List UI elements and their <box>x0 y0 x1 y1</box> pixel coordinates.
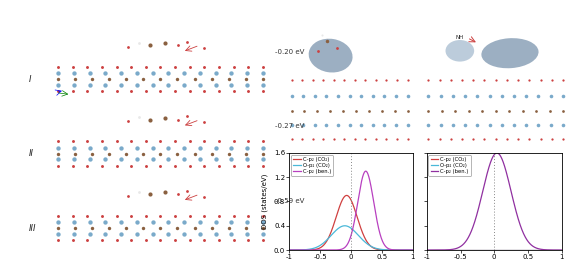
Text: III: III <box>29 224 36 232</box>
C-p₂ (CO₂) <box>501 248 508 252</box>
C-p₂ (CO₂) <box>358 227 364 230</box>
O-p₂ (CO₂) <box>558 248 565 252</box>
C-p₂ (CO₂) <box>525 248 532 252</box>
Text: II: II <box>29 149 34 158</box>
O-p₂ (CO₂) <box>509 248 516 252</box>
Y-axis label: DOS (states/eV): DOS (states/eV) <box>262 174 268 229</box>
O-p₂ (CO₂) <box>501 248 508 252</box>
C-p₂ (ben.) <box>364 173 371 176</box>
Legend: C-p₂ (CO₂), O-p₂ (CO₂), C-p₂ (ben.): C-p₂ (CO₂), O-p₂ (CO₂), C-p₂ (ben.) <box>291 155 333 176</box>
Line: C-p₂ (ben.): C-p₂ (ben.) <box>427 153 562 250</box>
C-p₂ (ben.) <box>358 183 364 186</box>
Legend: C-p₂ (CO₂), O-p₂ (CO₂), C-p₂ (ben.): C-p₂ (CO₂), O-p₂ (CO₂), C-p₂ (ben.) <box>429 155 470 176</box>
O-p₂ (CO₂) <box>364 243 371 246</box>
Ellipse shape <box>481 38 539 68</box>
Line: C-p₂ (CO₂): C-p₂ (CO₂) <box>289 196 413 250</box>
Text: 개질된 맥신의 기체 분자 흡착력 계산: 개질된 맥신의 기체 분자 흡착력 계산 <box>96 10 179 19</box>
O-p₂ (CO₂) <box>342 224 348 227</box>
C-p₂ (ben.) <box>362 169 369 173</box>
C-p₂ (CO₂) <box>509 248 516 252</box>
C-p₂ (ben.) <box>526 241 533 244</box>
O-p₂ (CO₂) <box>286 248 293 252</box>
C-p₂ (CO₂) <box>392 248 399 252</box>
O-p₂ (CO₂) <box>361 240 368 243</box>
C-p₂ (ben.) <box>286 248 293 252</box>
C-p₂ (ben.) <box>505 180 512 184</box>
Ellipse shape <box>445 40 474 61</box>
Text: NH: NH <box>456 35 464 40</box>
Text: 기체 분자 흡착 이후, DOS 분석을 통한 전자 전달 영향 분석: 기체 분자 흡착 이후, DOS 분석을 통한 전자 전달 영향 분석 <box>355 10 499 19</box>
C-p₂ (CO₂) <box>343 194 350 197</box>
O-p₂ (CO₂) <box>409 248 416 252</box>
O-p₂ (CO₂) <box>539 248 546 252</box>
Ellipse shape <box>309 39 352 73</box>
C-p₂ (ben.) <box>293 248 300 252</box>
C-p₂ (ben.) <box>540 248 547 251</box>
C-p₂ (ben.) <box>392 248 399 252</box>
C-p₂ (ben.) <box>379 241 386 244</box>
C-p₂ (CO₂) <box>364 242 371 245</box>
C-p₂ (CO₂) <box>431 248 438 252</box>
C-p₂ (ben.) <box>509 197 516 200</box>
C-p₂ (ben.) <box>409 248 416 252</box>
Line: C-p₂ (ben.): C-p₂ (ben.) <box>289 171 413 250</box>
O-p₂ (CO₂) <box>379 248 386 251</box>
Text: -0.59 eV: -0.59 eV <box>275 198 304 204</box>
C-p₂ (CO₂) <box>409 248 416 252</box>
C-p₂ (CO₂) <box>505 248 512 252</box>
Line: O-p₂ (CO₂): O-p₂ (CO₂) <box>289 226 413 250</box>
O-p₂ (CO₂) <box>525 248 532 252</box>
C-p₂ (ben.) <box>361 171 368 174</box>
C-p₂ (ben.) <box>558 248 565 252</box>
C-p₂ (ben.) <box>502 167 509 170</box>
O-p₂ (CO₂) <box>293 248 300 252</box>
C-p₂ (ben.) <box>493 151 500 155</box>
C-p₂ (CO₂) <box>379 248 386 251</box>
Text: -0.27 eV: -0.27 eV <box>275 123 304 129</box>
O-p₂ (CO₂) <box>358 237 364 240</box>
C-p₂ (ben.) <box>423 248 430 252</box>
O-p₂ (CO₂) <box>505 248 512 252</box>
C-p₂ (CO₂) <box>558 248 565 252</box>
C-p₂ (CO₂) <box>423 248 430 252</box>
C-p₂ (ben.) <box>431 248 438 252</box>
Text: I: I <box>29 75 31 84</box>
C-p₂ (CO₂) <box>293 248 300 252</box>
O-p₂ (CO₂) <box>423 248 430 252</box>
O-p₂ (CO₂) <box>392 248 399 252</box>
C-p₂ (CO₂) <box>286 248 293 252</box>
Text: -0.20 eV: -0.20 eV <box>275 49 304 55</box>
O-p₂ (CO₂) <box>431 248 438 252</box>
C-p₂ (CO₂) <box>539 248 546 252</box>
C-p₂ (CO₂) <box>361 235 368 238</box>
